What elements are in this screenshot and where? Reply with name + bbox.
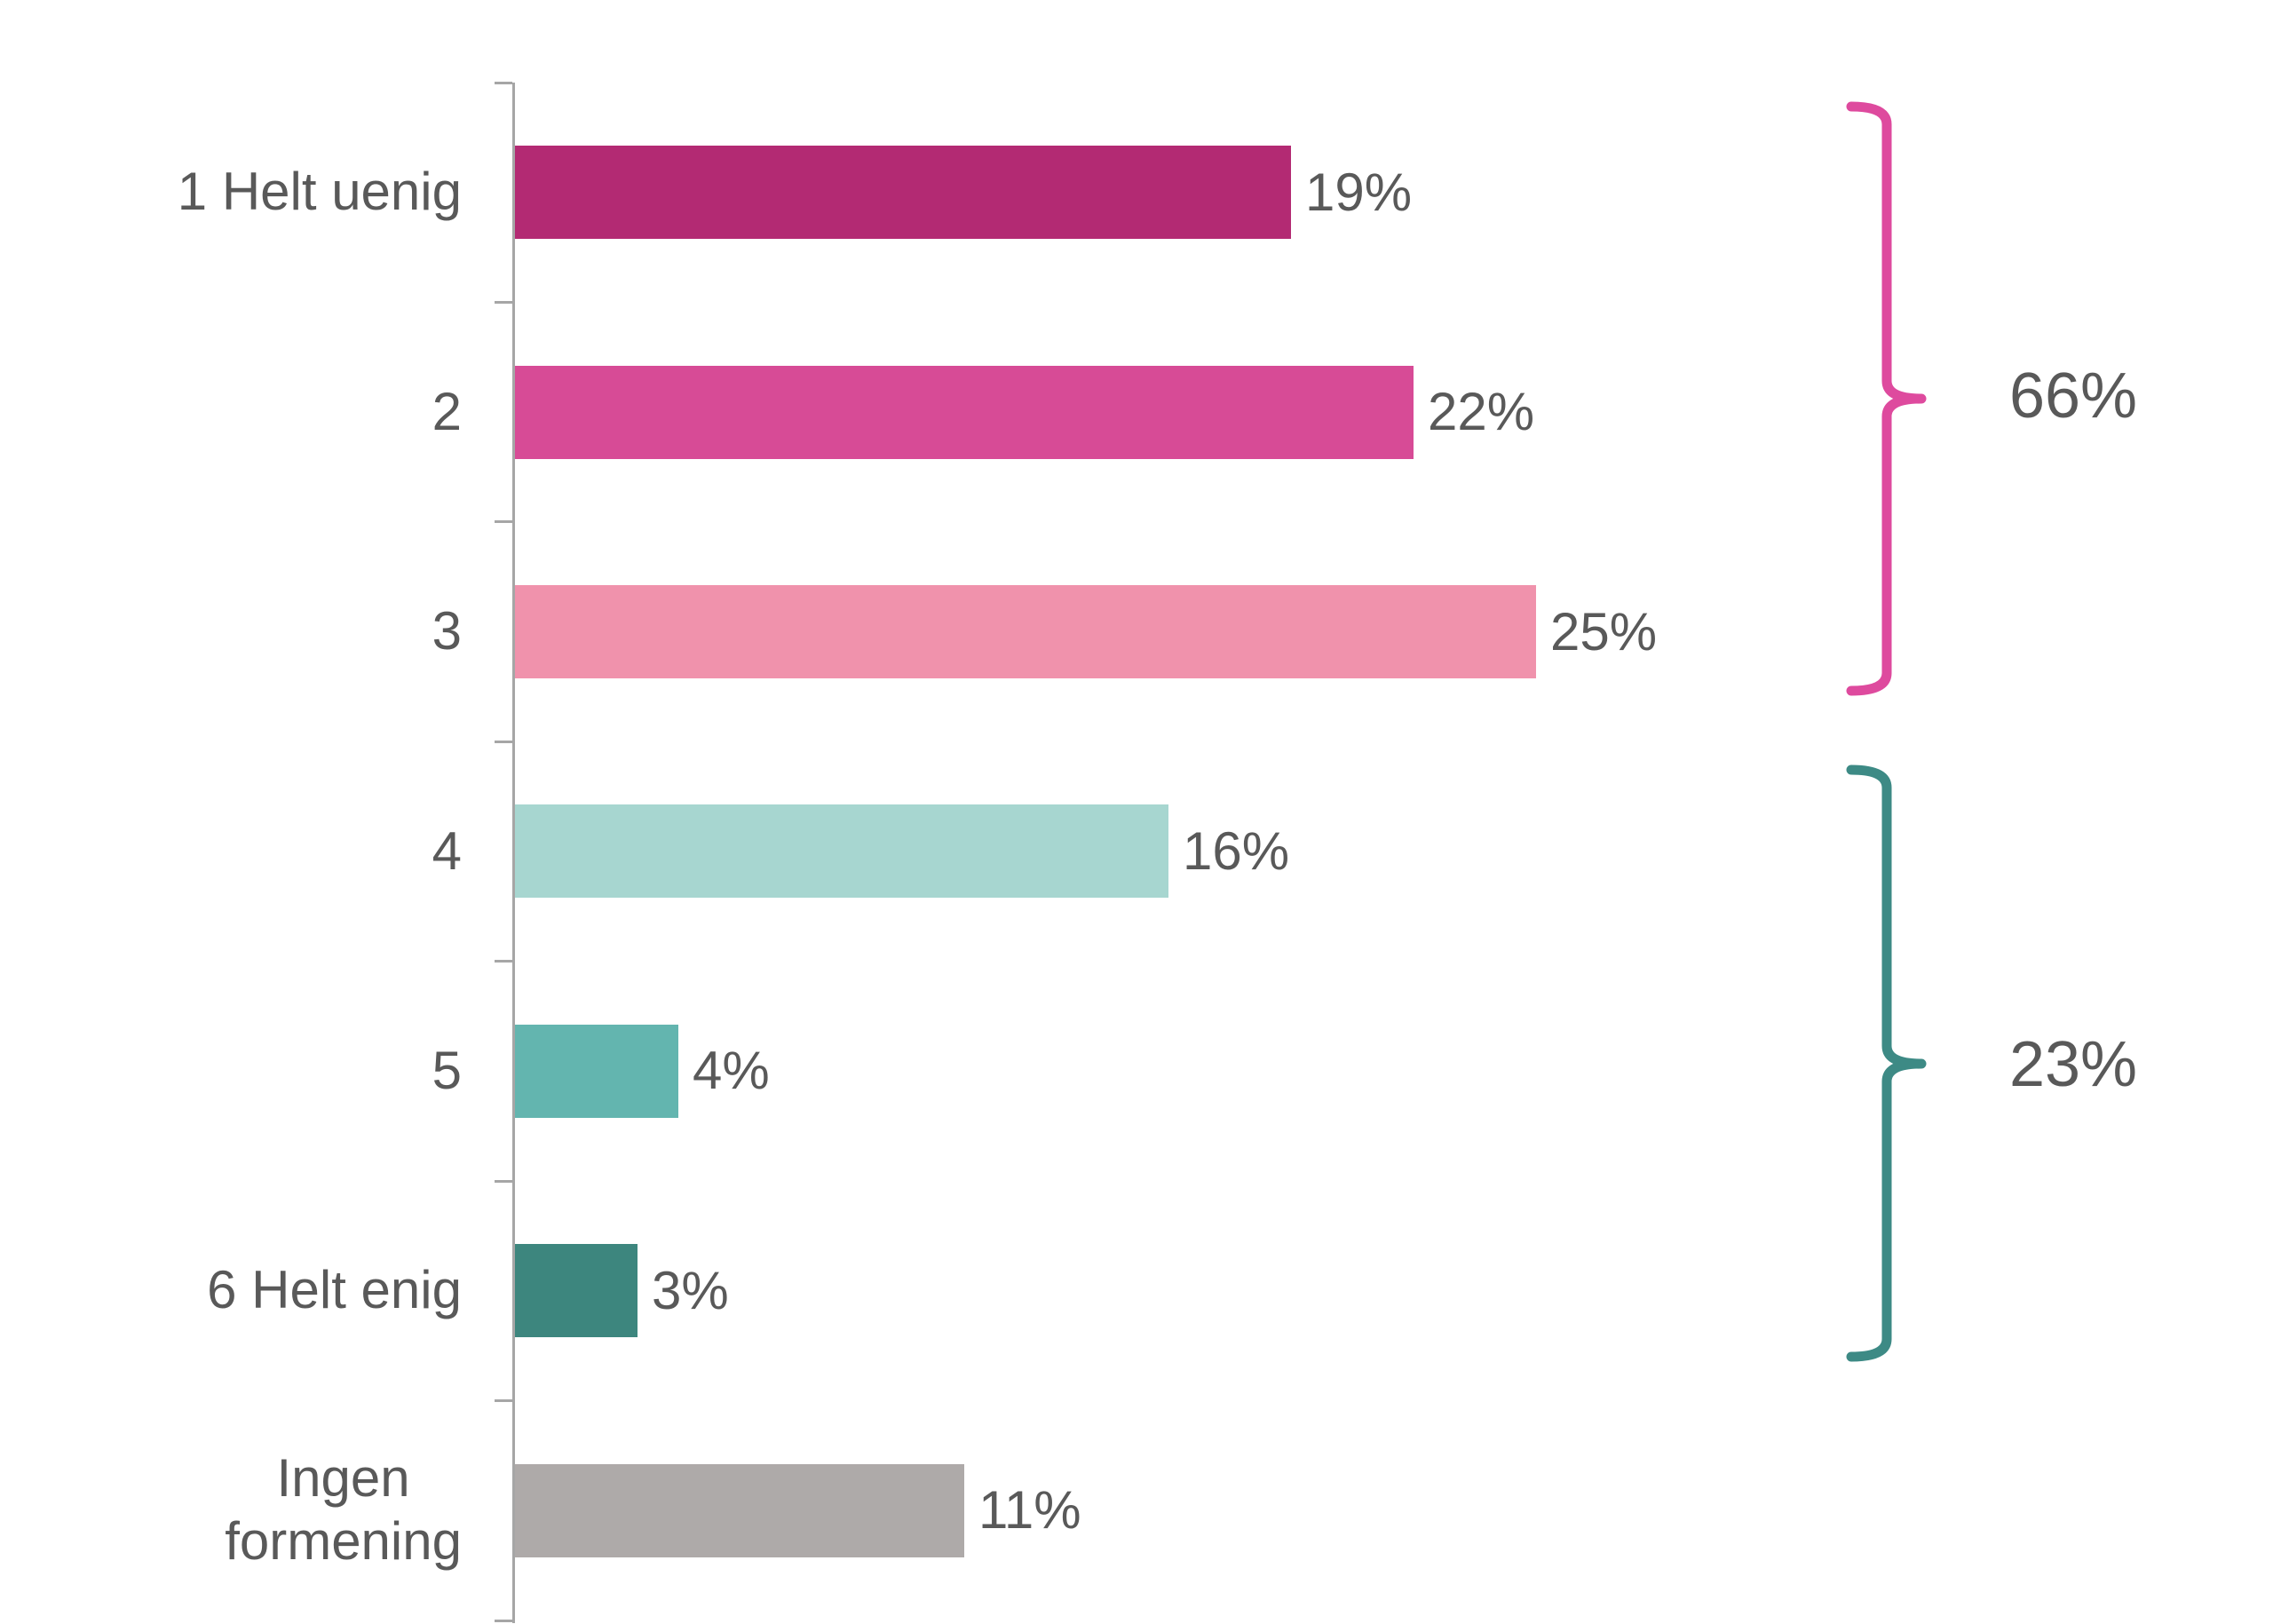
category-label-text: 4 (432, 820, 462, 881)
category-label-text: 3 (432, 601, 462, 661)
group-total-disagree: 66% (2008, 360, 2138, 432)
group-total-agree: 23% (2008, 1029, 2138, 1100)
axis-tick (495, 1399, 512, 1403)
value-label: 22% (1428, 382, 1535, 442)
category-label-text: 5 (432, 1041, 462, 1101)
category-label: 6 Helt enig (0, 1181, 462, 1400)
category-label: Ingen formening (0, 1401, 462, 1620)
bar (515, 585, 1536, 679)
chart-row: 2 22% (0, 302, 2273, 521)
value-label: 11% (978, 1480, 1081, 1541)
bar (515, 146, 1291, 240)
chart-row: 4 16% (0, 741, 2273, 961)
category-label-text: 1 Helt uenig (177, 162, 462, 222)
category-label: 2 (0, 302, 462, 521)
bar (515, 1463, 964, 1557)
category-label: 5 (0, 962, 462, 1181)
category-label-text: 2 (432, 381, 462, 441)
axis-tick (495, 520, 512, 524)
brace-disagree-path (1846, 101, 1927, 696)
category-label: 1 Helt uenig (0, 83, 462, 302)
value-label: 4% (693, 1041, 770, 1101)
y-axis-line (512, 83, 515, 1623)
value-label: 19% (1305, 162, 1413, 222)
bar (515, 1024, 678, 1118)
category-label: 4 (0, 741, 462, 961)
axis-tick (495, 300, 512, 304)
axis-tick (495, 740, 512, 743)
chart-row: 6 Helt enig 3% (0, 1181, 2273, 1400)
chart-row: 3 25% (0, 522, 2273, 741)
chart-row: 1 Helt uenig 19% (0, 83, 2273, 302)
brace-disagree-group-icon (1846, 101, 1927, 696)
value-label: 25% (1550, 601, 1658, 661)
axis-tick (495, 1179, 512, 1183)
brace-agree-path (1846, 764, 1927, 1362)
value-label: 3% (652, 1260, 729, 1320)
axis-tick (495, 960, 512, 963)
chart-row: 5 4% (0, 962, 2273, 1181)
category-label: 3 (0, 522, 462, 741)
bar (515, 1244, 638, 1338)
bar (515, 804, 1168, 899)
chart-row: Ingen formening 11% (0, 1401, 2273, 1620)
category-label-text: Ingen formening (225, 1448, 462, 1572)
bar (515, 365, 1414, 459)
axis-tick (495, 1619, 512, 1622)
category-label-text: 6 Helt enig (207, 1260, 462, 1320)
value-label: 16% (1183, 820, 1290, 881)
brace-agree-group-icon (1846, 764, 1927, 1362)
axis-tick (495, 81, 512, 84)
